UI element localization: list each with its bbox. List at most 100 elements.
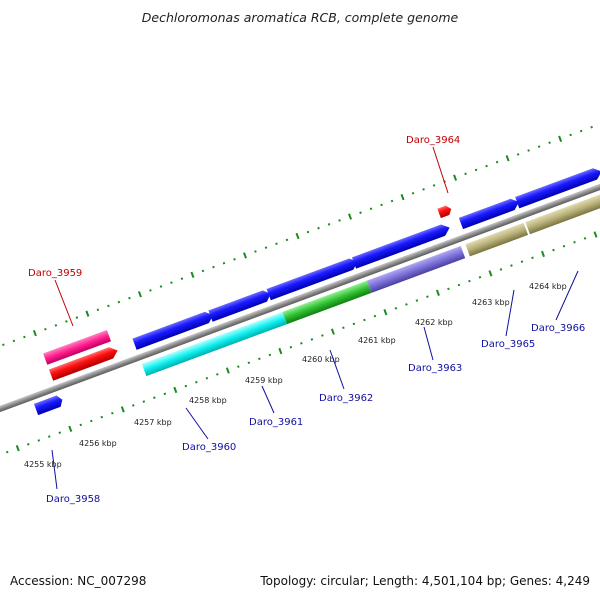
minor-tick (474, 168, 478, 172)
minor-tick (264, 246, 268, 249)
feature-daro-3965[interactable] (465, 222, 529, 257)
major-tick (85, 310, 90, 317)
genome-backbone (0, 170, 600, 419)
minor-tick (5, 450, 9, 454)
minor-tick (54, 324, 58, 327)
gene-daro-3965-top[interactable] (458, 196, 521, 230)
minor-tick (159, 285, 163, 288)
minor-tick (2, 343, 5, 347)
gene-label-daro-3962[interactable]: Daro_3962 (319, 393, 373, 404)
minor-tick (233, 258, 236, 261)
major-tick (383, 309, 388, 316)
kbp-label: 4255 kbp (24, 460, 62, 469)
gene-daro-3963-top[interactable] (351, 222, 452, 269)
gene-label-daro-3961[interactable]: Daro_3961 (249, 417, 303, 428)
minor-tick (111, 411, 114, 415)
minor-tick (195, 380, 198, 384)
gene-daro-3959[interactable] (48, 345, 120, 381)
minor-tick (128, 296, 131, 300)
gene-daro-3958[interactable] (33, 394, 64, 416)
minor-tick (153, 396, 156, 399)
feature-daro-3966[interactable] (525, 190, 600, 235)
minor-tick (478, 275, 482, 279)
gene-label-daro-3958[interactable]: Daro_3958 (46, 494, 100, 505)
minor-tick (100, 415, 104, 419)
kbp-label: 4264 kbp (529, 282, 567, 291)
map-title: Dechloromonas aromatica RCB, complete ge… (141, 10, 459, 25)
kbp-label: 4261 kbp (358, 336, 396, 345)
minor-tick (590, 125, 593, 129)
minor-tick (258, 357, 261, 361)
gene-daro-3966-top[interactable] (515, 166, 600, 209)
minor-tick (107, 304, 110, 308)
minor-tick (373, 314, 377, 318)
gene-daro-3960-top[interactable] (132, 309, 215, 350)
minor-tick (531, 256, 534, 260)
feature-daro-3963[interactable] (366, 245, 466, 293)
gene-label-daro-3963[interactable]: Daro_3963 (408, 363, 462, 374)
minor-tick (170, 281, 173, 284)
gene-label-daro-3959[interactable]: Daro_3959 (28, 268, 82, 279)
minor-tick (201, 269, 205, 273)
major-tick (32, 329, 37, 337)
major-tick (173, 386, 178, 394)
minor-tick (422, 188, 425, 191)
minor-tick (352, 322, 356, 326)
minor-tick (537, 145, 541, 148)
feature-daro-3960[interactable] (141, 311, 288, 377)
major-tick (505, 155, 510, 162)
gene-daro-3962-top[interactable] (266, 256, 360, 301)
minor-tick (117, 300, 121, 304)
major-tick (190, 271, 195, 278)
major-tick (435, 289, 440, 296)
minor-tick (363, 318, 366, 322)
minor-tick (12, 339, 16, 343)
minor-tick (321, 334, 324, 337)
minor-tick (44, 327, 47, 331)
minor-tick (495, 160, 499, 164)
minor-tick (254, 250, 257, 253)
gene-label-daro-3965[interactable]: Daro_3965 (481, 339, 535, 350)
minor-tick (222, 261, 226, 265)
minor-tick (268, 353, 272, 357)
genome-track (0, 125, 600, 454)
major-tick (330, 328, 335, 335)
gene-label-daro-3966[interactable]: Daro_3966 (531, 323, 585, 334)
minor-tick (90, 419, 93, 423)
minor-tick (216, 373, 219, 376)
major-tick (68, 425, 73, 432)
minor-tick (212, 265, 215, 269)
minor-tick (47, 435, 51, 438)
minor-tick (405, 303, 408, 306)
minor-tick (65, 320, 68, 323)
major-tick (453, 174, 458, 181)
feature-daro-3962[interactable] (282, 280, 372, 325)
gene-label-daro-3964[interactable]: Daro_3964 (406, 135, 460, 146)
minor-tick (306, 230, 310, 234)
minor-tick (485, 164, 488, 168)
major-tick (120, 406, 125, 413)
kbp-label: 4260 kbp (302, 355, 340, 364)
major-tick (488, 270, 493, 277)
major-tick (137, 291, 142, 298)
minor-tick (79, 423, 83, 427)
gene-labels: Daro_3959 Daro_3964 Daro_3958 Daro_3960 … (28, 135, 585, 505)
minor-tick (247, 361, 251, 365)
kbp-label: 4258 kbp (189, 396, 227, 405)
gene-daro-3959-outer[interactable] (43, 329, 112, 365)
minor-tick (380, 203, 383, 207)
minor-tick (142, 400, 146, 403)
kbp-scale: 4255 kbp 4256 kbp 4257 kbp 4258 kbp 4259… (24, 282, 567, 469)
minor-tick (552, 248, 555, 252)
gene-daro-3964[interactable] (437, 204, 453, 219)
minor-tick (369, 207, 373, 211)
gene-daro-3961-top[interactable] (208, 288, 272, 322)
minor-tick (285, 238, 289, 242)
minor-tick (432, 184, 436, 187)
major-tick (243, 252, 247, 259)
minor-tick (342, 326, 345, 330)
kbp-label: 4262 kbp (415, 318, 453, 327)
minor-tick (338, 219, 341, 222)
gene-label-daro-3960[interactable]: Daro_3960 (182, 442, 236, 453)
